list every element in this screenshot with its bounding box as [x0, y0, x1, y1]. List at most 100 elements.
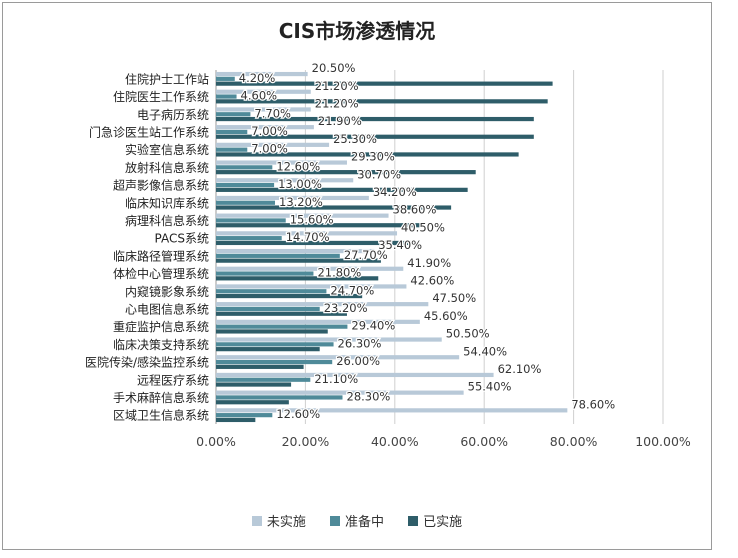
bar [216, 240, 417, 246]
data-label: 20.50% [312, 61, 356, 75]
data-label: 45.60% [424, 309, 468, 323]
data-label: 55.40% [468, 380, 512, 394]
category-label: PACS系统 [155, 232, 209, 246]
data-label: 27.70% [344, 248, 388, 262]
data-label: 7.00% [251, 124, 288, 138]
bar [216, 342, 334, 347]
bar [216, 147, 248, 152]
bar [216, 205, 452, 210]
data-label: 12.60% [276, 407, 320, 421]
data-label: 35.40% [378, 238, 422, 252]
bar [216, 306, 320, 312]
category-label: 病理科信息系统 [125, 213, 209, 228]
bar-chart: 20.50% 4.20% 21.20% 4.60% 21.20% 7.70% 21.90% 7… [85, 60, 691, 449]
data-label: 40.50% [401, 220, 445, 234]
data-label: 42.60% [410, 273, 454, 287]
category-label: 体检中心管理系统 [113, 266, 209, 281]
category-label: 住院医生工作系统 [113, 90, 209, 104]
category-labels: 住院护士工作站住院医生工作系统电子病历系统门急诊医生站工作系统实验室信息系统放射… [85, 72, 209, 422]
data-label: 15.60% [290, 212, 334, 226]
category-label: 心电图信息系统 [125, 301, 209, 316]
bar [216, 364, 304, 369]
bar [216, 99, 548, 104]
bar [216, 182, 275, 188]
data-label: 38.60% [393, 203, 437, 217]
bar [216, 258, 381, 263]
legend-label: 未实施 [266, 515, 306, 530]
bar [216, 302, 429, 307]
bar [216, 395, 343, 400]
bar [216, 200, 276, 205]
bar [216, 271, 314, 276]
bar [216, 170, 476, 175]
x-tick-label: 40.00% [371, 434, 419, 449]
bar [216, 195, 369, 201]
bar [216, 347, 320, 352]
bar [216, 408, 568, 413]
legend-item-not-implemented: 未实施 [251, 511, 306, 530]
category-label: 临床决策支持系统 [113, 337, 209, 352]
data-label: 4.20% [239, 71, 276, 85]
legend: 未实施 准备中 已实施 [3, 511, 711, 530]
data-label: 4.60% [241, 89, 278, 103]
bar [216, 382, 292, 387]
bar [216, 293, 363, 299]
bar [216, 94, 237, 99]
data-label: 24.70% [330, 283, 374, 297]
bars [216, 71, 568, 423]
data-label: 21.10% [314, 372, 358, 386]
data-label: 29.40% [351, 319, 395, 333]
bar [216, 377, 311, 382]
x-tick-label: 80.00% [550, 434, 598, 449]
category-label: 门急诊医生站工作系统 [89, 124, 209, 139]
legend-swatch [251, 515, 262, 526]
data-labels: 20.50% 4.20% 21.20% 4.60% 21.20% 7.70% 21.90% 7… [238, 60, 617, 423]
data-label: 21.90% [318, 114, 362, 128]
bar [216, 112, 251, 117]
data-label: 62.10% [498, 362, 542, 376]
bar [216, 359, 333, 365]
data-label: 12.60% [276, 159, 320, 173]
bar [216, 142, 330, 147]
data-label: 54.40% [463, 344, 507, 358]
bar [216, 236, 282, 241]
data-label: 26.00% [336, 354, 380, 368]
category-label: 电子病历系统 [137, 107, 209, 122]
data-label: 29.30% [351, 150, 395, 164]
bar [216, 223, 421, 228]
data-label: 41.90% [407, 256, 451, 270]
bar [216, 125, 314, 130]
data-label: 21.80% [317, 266, 361, 280]
category-label: 区域卫生信息系统 [113, 408, 209, 423]
data-label: 21.20% [315, 79, 359, 93]
data-label: 25.30% [333, 132, 377, 146]
bar [216, 152, 519, 157]
bar [216, 134, 534, 139]
legend-swatch [408, 515, 419, 526]
bar [216, 337, 442, 342]
legend-swatch [329, 515, 340, 526]
category-label: 内窥镜影象系统 [125, 284, 209, 299]
bar [216, 311, 347, 316]
data-label: 28.30% [347, 389, 391, 403]
bar [216, 165, 273, 170]
bar [216, 390, 464, 395]
bar [216, 107, 311, 112]
bar [216, 284, 407, 289]
bar [216, 329, 328, 334]
category-label: 放射科信息系统 [125, 160, 209, 175]
bar [216, 253, 340, 258]
category-label: 医院传染/感染监控系统 [85, 355, 209, 370]
bar [216, 231, 398, 236]
x-tick-label: 100.00% [635, 434, 691, 449]
bar [216, 160, 347, 165]
category-label: 远程医疗系统 [137, 372, 209, 387]
data-label: 14.70% [286, 230, 330, 244]
bar [216, 178, 354, 183]
data-label: 7.70% [254, 106, 291, 120]
bar [216, 218, 286, 223]
bar [216, 417, 256, 423]
bar [216, 89, 311, 94]
legend-label: 已实施 [423, 515, 463, 530]
chart-frame: CIS市场渗透情况 20.50% 4.20% 21.20% 4.60% 21.20% 7.… [2, 2, 712, 550]
